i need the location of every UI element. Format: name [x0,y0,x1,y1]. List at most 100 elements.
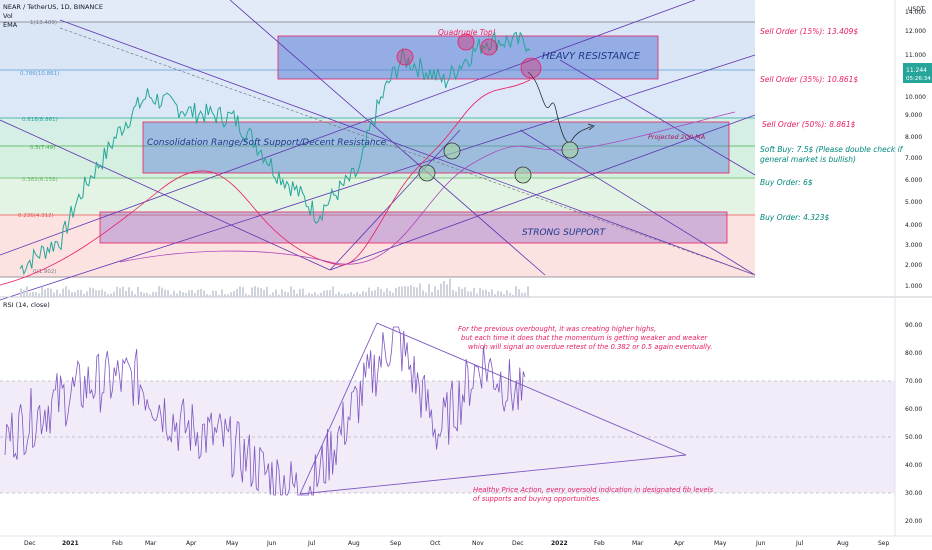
dashed-trendline [59,27,756,276]
heavy-resistance-label: HEAVY RESISTANCE [542,51,641,62]
rsi-tick: 20.00 [905,518,922,525]
symbol-header[interactable]: NEAR / TetherUS, 1D, BINANCE [3,3,103,11]
time-tick: Aug [348,540,360,547]
volume-bar [443,281,445,297]
rsi-triangle[interactable] [299,322,687,495]
volume-bar [476,293,478,297]
volume-bar [32,291,34,297]
top-circles [396,33,542,79]
time-tick: Jun [755,540,766,547]
volume-bar [344,293,346,297]
volume-bar [146,292,148,297]
price-tick: 9.000 [905,112,922,119]
heavy-resistance-box[interactable] [277,35,659,80]
volume-bar [248,294,250,297]
rsi-note-4: Healthy Price Action, every oversold ind… [473,486,714,494]
volume-bar [506,290,508,297]
time-tick: Feb [594,540,605,547]
volume-bar [266,286,268,297]
consolidation-box[interactable] [142,121,730,174]
volume-bar [467,291,469,297]
volume-bar [311,293,313,297]
volume-bar [44,289,46,297]
volume-bar [200,289,202,297]
strong-support-label: STRONG SUPPORT [522,228,607,238]
time-tick: Apr [186,540,197,547]
time-tick: Jul [795,540,804,547]
volume-bar [479,287,481,297]
volume-bar [452,289,454,297]
rsi-tick: 60.00 [905,406,922,413]
fib-label-382: 0.382(6.158) [22,177,58,183]
volume-bar [326,290,328,297]
volume-bar [341,294,343,297]
volume-bar [77,289,79,297]
volume-bar [386,288,388,297]
trendlines[interactable] [0,0,756,301]
sell-order-35: Sell Order (35%): 10.861$ [760,75,858,84]
time-tick: Mar [145,540,157,547]
volume-bar [380,288,382,297]
time-tick: Aug [837,540,849,547]
volume-bar [428,283,430,297]
rsi-note-2: but each time it does that the momentum … [461,334,709,342]
volume-bar [308,292,310,297]
volume-bar [158,286,160,297]
volume-bar [509,292,511,297]
ema-indicator-label[interactable]: EMA [3,21,18,29]
volume-bar [440,283,442,297]
volume-bar [104,291,106,297]
volume-bar [23,289,25,297]
fib-label-786: 0.786(10.861) [20,71,59,77]
volume-bar [449,278,451,297]
volume-bar [47,287,49,297]
volume-bar [482,289,484,297]
soft-buy-line1: Soft Buy: 7.5$ (Please double check if [760,145,904,154]
volume-bar [410,285,412,297]
volume-bar [485,289,487,297]
volume-bar [527,286,529,297]
volume-bar [416,287,418,297]
volume-bar [290,286,292,297]
volume-bar [503,294,505,297]
volume-bar [398,286,400,297]
volume-bar [425,292,427,297]
time-axis[interactable]: Dec 2021 Feb Mar Apr May Jun Jul Aug Sep Oct Nov Dec… [24,540,890,547]
volume-bar [305,294,307,297]
time-tick: Feb [112,540,123,547]
price-tick: 5.000 [905,199,922,206]
time-tick: Apr [674,540,685,547]
volume-bar [101,289,103,297]
rsi-note-3: which will signal an overdue retest of t… [468,343,713,351]
strong-support-box[interactable] [99,211,728,244]
volume-bar [98,290,100,297]
volume-bar [362,291,364,297]
volume-bar [461,288,463,297]
bottom-circles [418,141,579,184]
volume-bar [383,291,385,297]
volume-bar [263,289,265,297]
volume-bar [128,287,130,297]
volume-bar [458,286,460,297]
volume-bar [332,286,334,297]
fib-lines [0,21,755,278]
volume-bar [80,289,82,297]
volume-bar [113,291,115,297]
volume-bar [314,292,316,297]
volume-bar [26,286,28,297]
volume-indicator-label[interactable]: Vol [3,12,13,20]
time-tick: Nov [472,540,484,547]
rsi-axis[interactable]: 90.00 80.00 70.00 60.00 50.00 40.00 30.00 20.00 [905,322,922,525]
price-axis[interactable]: 14.000 12.000 11.000 10.000 9.000 8.000 7.000 6… [905,9,926,290]
volume-bar [353,293,355,297]
rsi-indicator-label[interactable]: RSI (14, close) [3,301,50,309]
rsi-tick: 70.00 [905,378,922,385]
volume-bar [257,287,259,297]
price-tick: 2.000 [905,262,922,269]
fib-zone-236 [0,215,755,277]
projected-ma-label: Projected 200 MA [648,133,705,141]
volume-bar [245,293,247,297]
volume-bar [401,286,403,297]
volume-bar [125,290,127,297]
